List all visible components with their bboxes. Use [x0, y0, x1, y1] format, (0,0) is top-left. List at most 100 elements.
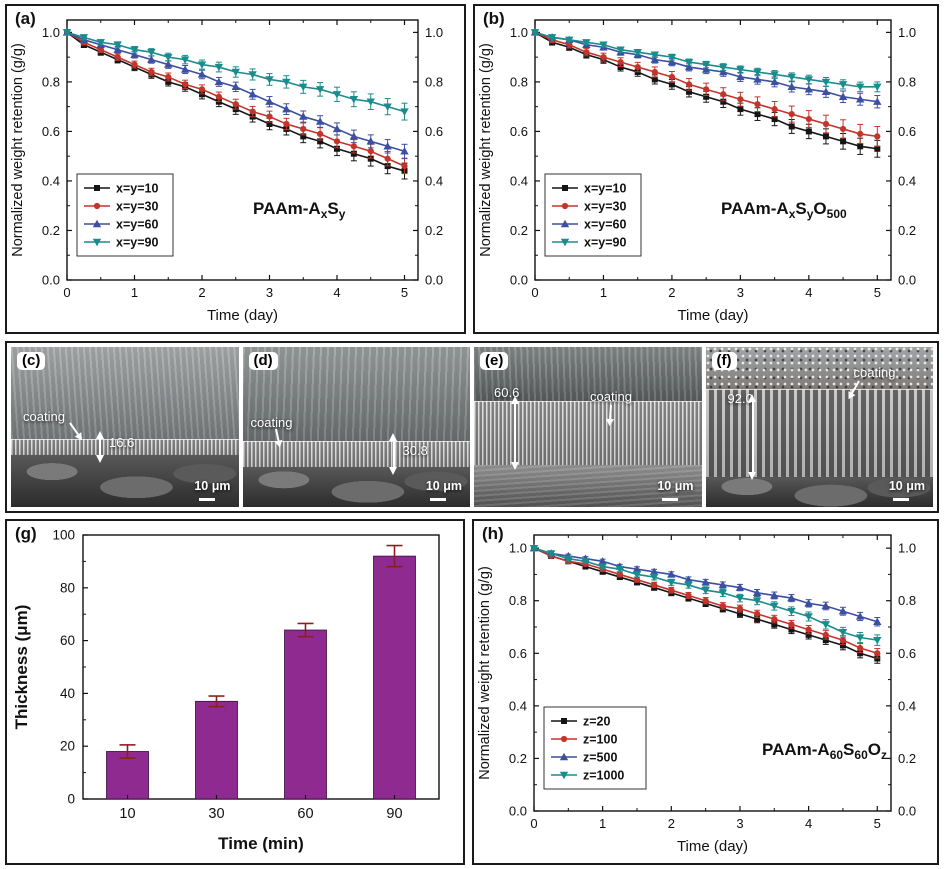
svg-text:0.8: 0.8: [425, 74, 443, 89]
svg-text:2: 2: [198, 285, 205, 300]
svg-text:5: 5: [401, 285, 408, 300]
svg-text:0.2: 0.2: [509, 751, 527, 766]
line-chart-h: 0 1 2 3 4 5 0.0 0.0 0.2 0.2 0.4 0.4 0.6 0.6 0.8 0.8 1.0 1…: [477, 534, 916, 855]
svg-text:0.0: 0.0: [898, 273, 916, 288]
svg-text:0.4: 0.4: [898, 698, 916, 713]
sem-upper-region: [705, 347, 933, 389]
svg-text:0.4: 0.4: [509, 698, 527, 713]
svg-text:0.6: 0.6: [898, 646, 916, 661]
svg-text:PAAm-A60S60Oz: PAAm-A60S60Oz: [762, 740, 887, 762]
coating-label: coating: [23, 409, 65, 424]
thickness-arrow-icon: [748, 394, 756, 480]
svg-text:Time (day): Time (day): [677, 307, 748, 324]
svg-text:Normalized weight retention (g: Normalized weight retention (g/g): [477, 566, 493, 780]
svg-text:Time (day): Time (day): [207, 307, 278, 324]
svg-text:z=100: z=100: [583, 733, 617, 747]
svg-text:x=y=10: x=y=10: [116, 182, 158, 196]
svg-text:90: 90: [386, 806, 402, 822]
panel-label-g: (g): [15, 524, 37, 543]
scale-bar: [430, 498, 446, 501]
svg-text:60: 60: [60, 633, 75, 648]
panel-h: (h) 0 1 2 3 4 5 0.0 0.0 0.2 0.2 0.4 0.4 0.6 0.6 0.8 0.8…: [472, 519, 939, 865]
svg-text:1: 1: [600, 285, 607, 300]
svg-text:0.2: 0.2: [898, 751, 916, 766]
scale-bar: [198, 498, 215, 501]
scale-label: 10 μm: [657, 479, 694, 493]
sem-substrate-region: [705, 477, 933, 507]
svg-text:1.0: 1.0: [509, 541, 527, 556]
sem-coating-band: [705, 389, 933, 479]
svg-text:0.6: 0.6: [898, 124, 916, 139]
thickness-value: 16.6: [109, 435, 135, 450]
svg-text:1.0: 1.0: [898, 541, 916, 556]
svg-text:1.0: 1.0: [42, 25, 60, 40]
svg-text:1: 1: [599, 816, 606, 831]
sem-image-d: (d) coating 30.8 10 μm: [242, 347, 470, 507]
svg-text:0.2: 0.2: [898, 223, 916, 238]
line-chart-b: 0 1 2 3 4 5 0.0 0.0 0.2 0.2 0.4 0.4 0.6 0.6 0.8 0.8 1.0 1…: [478, 19, 916, 324]
svg-text:0.6: 0.6: [42, 124, 60, 139]
scale-bar: [893, 498, 909, 501]
svg-text:0.0: 0.0: [898, 804, 916, 819]
svg-text:x=y=10: x=y=10: [584, 182, 626, 196]
svg-text:0.4: 0.4: [42, 173, 60, 188]
svg-text:4: 4: [805, 816, 812, 831]
svg-text:Normalized weight retention (g: Normalized weight retention (g/g): [10, 43, 26, 257]
panel-label-d: (d): [248, 352, 278, 370]
scale-label: 10 μm: [194, 479, 231, 493]
coating-label: coating: [853, 365, 896, 380]
scale-bar: [661, 498, 678, 501]
svg-text:1: 1: [131, 285, 138, 300]
svg-text:0.8: 0.8: [509, 593, 527, 608]
svg-text:Thickness (μm): Thickness (μm): [12, 605, 31, 730]
svg-text:z=500: z=500: [583, 751, 617, 765]
svg-text:30: 30: [208, 806, 224, 822]
svg-text:20: 20: [60, 739, 75, 754]
svg-text:1.0: 1.0: [898, 25, 916, 40]
svg-text:0.6: 0.6: [425, 124, 443, 139]
svg-text:1.0: 1.0: [425, 25, 443, 40]
svg-text:0.4: 0.4: [898, 173, 916, 188]
coating-label: coating: [590, 389, 632, 404]
svg-text:0.8: 0.8: [42, 74, 60, 89]
bar-chart-g: 0 20 40 60 80 100 10 30 60 90 Thickness (μm) Time (…: [12, 528, 440, 853]
svg-text:5: 5: [874, 285, 881, 300]
svg-text:3: 3: [266, 285, 273, 300]
svg-text:0.6: 0.6: [509, 646, 527, 661]
svg-text:Time (day): Time (day): [677, 838, 748, 855]
svg-text:0.2: 0.2: [510, 223, 528, 238]
svg-text:0.0: 0.0: [425, 273, 443, 288]
thickness-arrow-icon: [95, 431, 104, 463]
svg-text:Time (min): Time (min): [218, 834, 304, 853]
svg-text:0.2: 0.2: [425, 223, 443, 238]
svg-text:PAAm-AxSy: PAAm-AxSy: [253, 199, 346, 221]
panel-label-h: (h): [482, 524, 504, 543]
svg-text:100: 100: [52, 528, 75, 543]
svg-text:0: 0: [530, 816, 537, 831]
panel-label-e: (e): [480, 352, 509, 370]
panel-a: (a) 0 1 2 3 4 5 0.0 0.0 0.2 0.2 0.4 0.4 0.6 0.6 0.8 0.8…: [5, 4, 466, 334]
sem-coating-band: [474, 401, 702, 467]
sem-image-f: (f) 92.0 coating 10 μm: [705, 347, 933, 507]
svg-text:z=1000: z=1000: [583, 769, 624, 783]
panel-label-f: (f): [711, 352, 737, 370]
svg-text:0.0: 0.0: [509, 804, 527, 819]
svg-text:z=20: z=20: [583, 715, 611, 729]
svg-text:3: 3: [737, 285, 744, 300]
coating-label: coating: [250, 415, 293, 430]
thickness-arrow-icon: [510, 396, 519, 470]
line-chart-a: 0 1 2 3 4 5 0.0 0.0 0.2 0.2 0.4 0.4 0.6 0.6 0.8 0.8 1.0 1…: [10, 19, 443, 324]
svg-text:x=y=30: x=y=30: [584, 200, 626, 214]
svg-text:0.6: 0.6: [510, 124, 528, 139]
svg-text:x=y=60: x=y=60: [584, 218, 626, 232]
svg-text:80: 80: [60, 580, 75, 595]
thickness-arrow-icon: [389, 433, 397, 475]
svg-text:0.8: 0.8: [898, 593, 916, 608]
svg-text:60: 60: [297, 806, 313, 822]
svg-text:x=y=60: x=y=60: [116, 218, 158, 232]
svg-text:PAAm-AxSyO500: PAAm-AxSyO500: [721, 199, 847, 221]
sem-upper-region: [474, 347, 702, 401]
scale-label: 10 μm: [888, 479, 925, 493]
panel-g: (g) 0 20 40 60 80 100 10 30 60 90 Thickness (μm) Ti…: [5, 519, 465, 865]
